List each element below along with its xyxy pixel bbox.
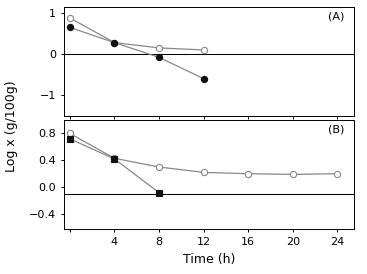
X-axis label: Time (h): Time (h) [183, 253, 235, 266]
Text: (A): (A) [328, 11, 344, 21]
Text: Log x (g/100g): Log x (g/100g) [4, 80, 18, 172]
Text: (B): (B) [328, 124, 344, 134]
